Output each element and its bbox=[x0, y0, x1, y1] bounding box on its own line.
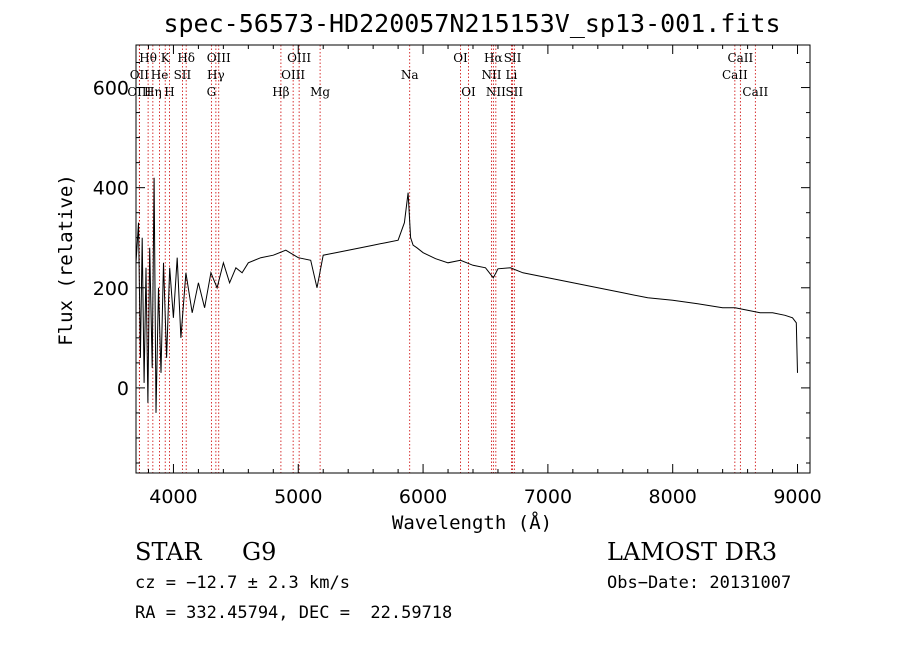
spectral-line-label: Hα bbox=[484, 51, 503, 65]
spectral-line-label: G bbox=[207, 85, 217, 99]
y-tick-label: 200 bbox=[93, 278, 129, 300]
chart-title: spec-56573-HD220057N215153V_sp13-001.fit… bbox=[163, 9, 780, 38]
spectral-line-label: Hβ bbox=[272, 85, 289, 99]
plot-frame bbox=[135, 44, 811, 474]
spectral-line-label: Na bbox=[401, 68, 419, 82]
spectral-line-label: OII bbox=[130, 68, 150, 82]
spectral-line-label: H bbox=[164, 85, 174, 99]
x-axis-ticks: 4000 5000 6000 7000 8000 9000 bbox=[147, 45, 822, 508]
survey-name: LAMOST DR3 bbox=[607, 538, 778, 566]
spectral-line-label: OI bbox=[461, 85, 476, 99]
spectral-line-label: OIII bbox=[207, 51, 231, 65]
y-axis-ticks: 0 200 400 600 bbox=[93, 62, 810, 464]
spectral-line-markers bbox=[138, 45, 756, 473]
y-tick-label: 600 bbox=[93, 78, 129, 100]
flux-series-line bbox=[135, 177, 798, 413]
spectral-line-label: He bbox=[151, 68, 169, 82]
spectral-line-label: OIII bbox=[281, 68, 305, 82]
spectral-line-label: Mg bbox=[310, 85, 330, 99]
object-subclass: G9 bbox=[242, 538, 277, 566]
x-tick-label: 7000 bbox=[524, 486, 572, 508]
spectral-line-label: CaII bbox=[727, 51, 753, 65]
spectral-line-label: NII bbox=[481, 68, 501, 82]
spectral-line-label: OIII bbox=[127, 85, 151, 99]
spectral-line-label: OIII bbox=[287, 51, 311, 65]
spectral-line-label: NII bbox=[486, 85, 506, 99]
spectral-line-label: SII bbox=[505, 85, 523, 99]
spectral-line-label: Hη bbox=[144, 85, 162, 99]
x-tick-label: 6000 bbox=[399, 486, 447, 508]
x-tick-label: 5000 bbox=[274, 486, 322, 508]
y-tick-label: 400 bbox=[93, 178, 129, 200]
x-tick-label: 4000 bbox=[149, 486, 197, 508]
x-tick-label: 9000 bbox=[773, 486, 821, 508]
object-class: STAR bbox=[135, 538, 202, 566]
x-axis-label: Wavelength (Å) bbox=[392, 511, 552, 534]
spectral-line-label: Hθ bbox=[139, 51, 157, 65]
spectral-line-label: Hγ bbox=[207, 68, 225, 82]
coordinates: RA = 332.45794, DEC = 22.59718 bbox=[135, 603, 453, 623]
spectral-line-label: CaII bbox=[742, 85, 768, 99]
spectral-line-label: SII bbox=[504, 51, 522, 65]
y-axis-label: Flux (relative) bbox=[55, 174, 77, 346]
spectral-line-label: CaII bbox=[722, 68, 748, 82]
observation-date: Obs−Date: 20131007 bbox=[607, 573, 792, 593]
x-tick-label: 8000 bbox=[649, 486, 697, 508]
spectral-line-label: Hδ bbox=[177, 51, 195, 65]
spectral-line-label: OI bbox=[453, 51, 468, 65]
spectral-line-label: Li bbox=[506, 68, 518, 82]
y-tick-label: 0 bbox=[117, 378, 129, 400]
spectral-line-label: SII bbox=[174, 68, 192, 82]
spectral-line-label: K bbox=[161, 51, 171, 65]
redshift-cz: cz = −12.7 ± 2.3 km/s bbox=[135, 573, 350, 593]
